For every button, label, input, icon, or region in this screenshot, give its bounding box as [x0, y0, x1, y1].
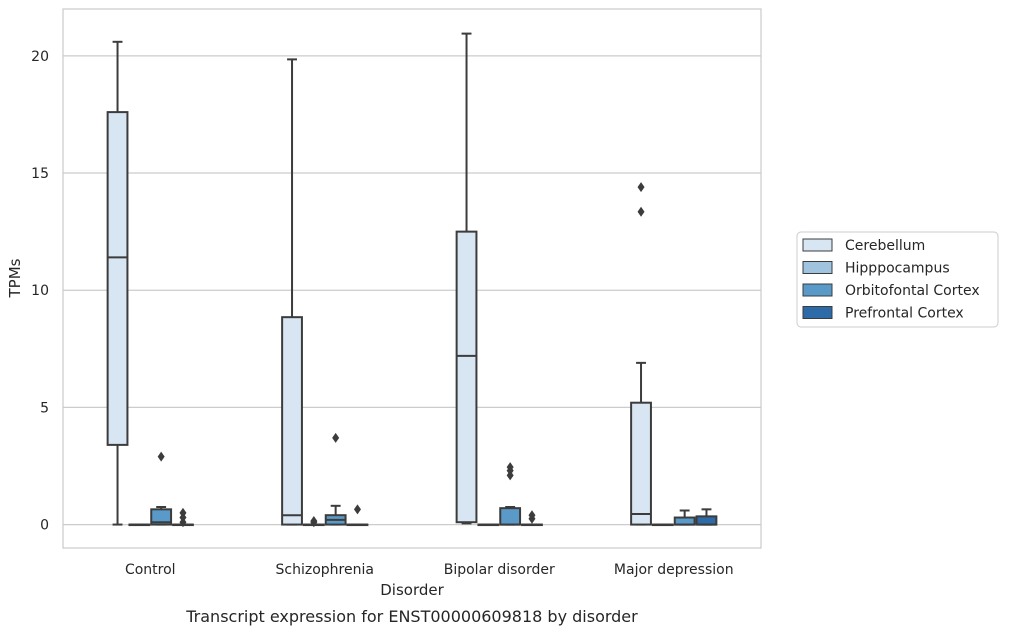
- x-tick-label: Major depression: [614, 562, 734, 578]
- legend-label: Hipppocampus: [845, 261, 950, 277]
- box-orbitofontal-cortex: [673, 509, 696, 526]
- x-tick-label: Control: [125, 562, 176, 578]
- legend-label: Orbitofontal Cortex: [845, 283, 980, 299]
- box-orbitofontal-cortex: [499, 462, 522, 526]
- box-body: [695, 515, 718, 526]
- y-axis-title: TPMs: [6, 258, 24, 298]
- outlier-point: [637, 182, 645, 193]
- legend-label: Cerebellum: [845, 238, 925, 254]
- legend-swatch: [802, 238, 833, 252]
- legend: Cerebellum Hipppocampus Orbitofontal Corte…: [796, 231, 999, 328]
- y-tick-labels: 0 5 10 15 20: [31, 49, 49, 534]
- x-tick-label: Schizophrenia: [276, 562, 374, 578]
- outlier-point: [353, 504, 361, 515]
- box-hipppocampus: [651, 523, 674, 527]
- outlier-point: [506, 462, 514, 473]
- x-axis-title: Disorder: [380, 581, 444, 599]
- box-prefrontal-cortex: [521, 510, 543, 527]
- box-hipppocampus: [477, 523, 500, 527]
- y-tick-label: 10: [31, 283, 49, 299]
- box-body: [106, 111, 129, 446]
- legend-frame: [796, 231, 999, 328]
- box-body: [673, 516, 696, 526]
- y-tick-label: 5: [40, 400, 49, 416]
- y-tick-label: 15: [31, 166, 49, 182]
- outlier-point: [310, 516, 318, 527]
- figure-caption: Transcript expression for ENST0000060981…: [185, 607, 638, 626]
- box-body: [455, 230, 478, 524]
- box-cerebellum: [281, 58, 303, 526]
- box-hipppocampus: [302, 516, 325, 528]
- outlier-point: [179, 507, 187, 518]
- box-body: [630, 401, 652, 526]
- grid-lines: [63, 55, 761, 526]
- x-tick-label: Bipolar disorder: [444, 562, 555, 578]
- box-cerebellum: [106, 40, 129, 526]
- box-prefrontal-cortex: [346, 504, 369, 527]
- x-tick-labels: Control Schizophrenia Bipolar disorder Majo…: [125, 562, 734, 578]
- box-orbitofontal-cortex: [150, 451, 173, 526]
- box-prefrontal-cortex: [695, 508, 718, 526]
- outlier-point: [637, 206, 645, 217]
- box-cerebellum: [455, 32, 478, 525]
- outlier-point: [332, 432, 340, 443]
- legend-swatch: [802, 261, 833, 274]
- plot-frame: [62, 8, 762, 549]
- box-hipppocampus: [128, 523, 151, 527]
- outlier-point: [528, 510, 536, 521]
- box-body: [281, 316, 303, 526]
- y-tick-label: 0: [40, 518, 49, 534]
- box-body: [499, 507, 522, 526]
- box-orbitofontal-cortex: [324, 432, 347, 526]
- box-prefrontal-cortex: [172, 507, 194, 528]
- box-cerebellum: [630, 182, 652, 526]
- legend-swatch: [802, 306, 833, 319]
- outlier-point: [157, 451, 165, 462]
- legend-swatch: [802, 283, 833, 297]
- legend-label: Prefrontal Cortex: [845, 306, 964, 322]
- y-tick-label: 20: [31, 49, 49, 65]
- box-body: [150, 508, 173, 526]
- box-series: [106, 32, 718, 528]
